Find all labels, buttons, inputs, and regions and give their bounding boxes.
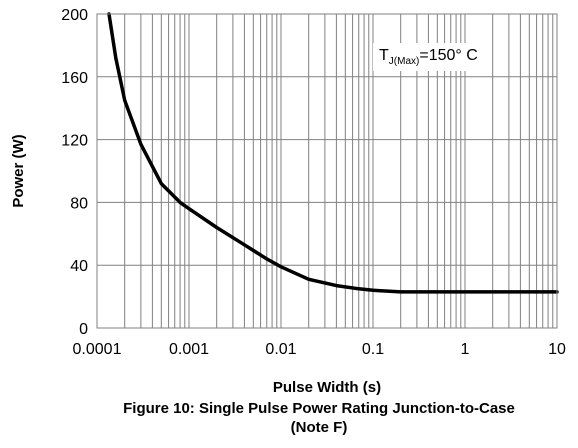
- y-axis-label: Power (W): [10, 134, 27, 207]
- grid-lines: [97, 14, 557, 328]
- data-series: [109, 14, 557, 292]
- tj-max-annotation: TJ(Max)=150° C: [373, 43, 484, 71]
- y-tick-label: 160: [61, 70, 88, 87]
- x-tick-label: 0.001: [169, 341, 209, 358]
- x-tick-label: 10: [548, 341, 566, 358]
- plot-frame: [97, 14, 557, 328]
- x-tick-label: 0.0001: [73, 341, 122, 358]
- caption-title: Figure 10: Single Pulse Power Rating Jun…: [60, 399, 578, 418]
- x-tick-label: 0.1: [362, 341, 384, 358]
- annotation-rest: =150° C: [419, 47, 477, 64]
- y-tick-label: 200: [61, 7, 88, 24]
- caption-note: (Note F): [60, 418, 578, 437]
- power-curve: [109, 14, 557, 292]
- x-axis-label: Pulse Width (s): [97, 379, 557, 396]
- x-tick-label: 0.01: [265, 341, 296, 358]
- annotation-sub: J(Max): [389, 56, 420, 67]
- annotation-main: T: [379, 47, 389, 64]
- y-tick-label: 0: [79, 321, 88, 338]
- y-tick-label: 40: [70, 258, 88, 275]
- y-tick-label: 80: [70, 195, 88, 212]
- y-tick-label: 120: [61, 133, 88, 150]
- tick-labels: 0.0001 0.001 0.01 0.1 1 10 0 40 80 120 160 200: [61, 7, 566, 358]
- x-tick-label: 1: [461, 341, 470, 358]
- figure-caption: Figure 10: Single Pulse Power Rating Jun…: [60, 399, 578, 437]
